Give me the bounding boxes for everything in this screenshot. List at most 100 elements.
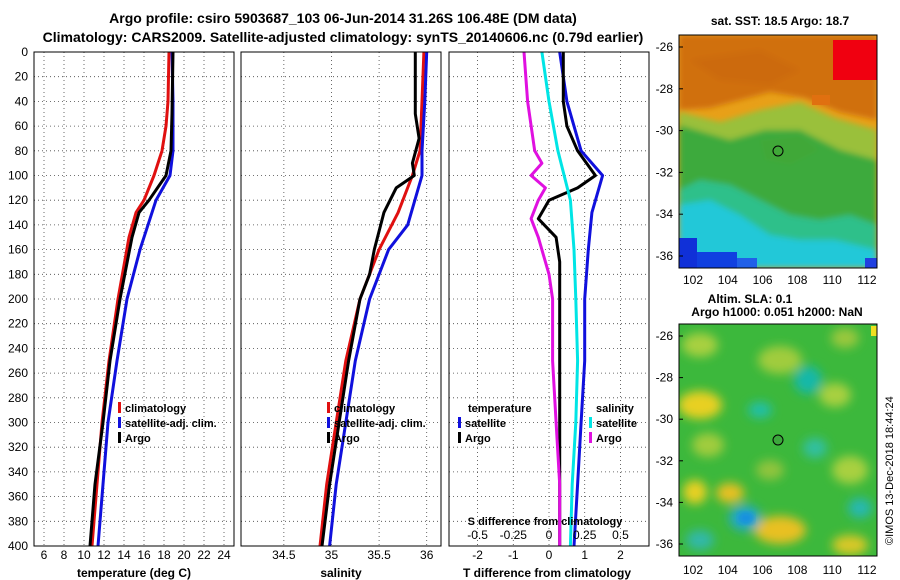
depth-tick-label: 380: [8, 514, 28, 528]
difference-grid: [449, 51, 649, 547]
lon-tick-label: 108: [787, 563, 807, 577]
legend-swatch-argo: [327, 432, 330, 443]
depth-tick-label: 120: [8, 193, 28, 207]
sla-map-frame: [678, 323, 878, 557]
difference-lines: [522, 51, 605, 547]
lat-tick-label: -36: [656, 537, 674, 551]
sla-map: [679, 324, 877, 556]
legend-swatch-argo: [118, 432, 121, 443]
sst-map-frame: [678, 34, 878, 269]
legend-label-s-satellite: satellite: [596, 418, 637, 430]
x-tick-label: 8: [61, 548, 68, 562]
sst-lat-ticks: -26 -28 -30 -32 -34 -36: [656, 40, 683, 263]
temperature-frame: [33, 51, 235, 547]
lat-tick-label: -26: [656, 329, 674, 343]
temperature-panel: 6 8 10 12 14 16 18 20 22 24 temperature (deg C) c…: [33, 51, 235, 580]
x-tick-label: -1: [508, 548, 519, 562]
lat-tick-label: -28: [656, 371, 674, 385]
sst-cold-patch: [679, 238, 697, 268]
x-tick-label: 10: [77, 548, 91, 562]
lon-tick-label: 106: [753, 563, 773, 577]
x-tick-label: 35: [325, 548, 339, 562]
salinity-lines: [318, 51, 429, 547]
imos-credit: ©IMOS 13-Dec-2018 18:44:24: [884, 396, 896, 545]
depth-tick-label: 180: [8, 267, 28, 281]
series-line-salinity-satellite: [540, 51, 580, 547]
depth-tick-label: 300: [8, 416, 28, 430]
legend-swatch-t-argo: [458, 432, 461, 443]
x-tick-label: 16: [137, 548, 151, 562]
series-line-argo: [320, 52, 421, 547]
lat-tick-label: -32: [656, 454, 674, 468]
depth-tick-label: 360: [8, 490, 28, 504]
depth-tick-label: 320: [8, 440, 28, 454]
x-tick-label: 36: [420, 548, 434, 562]
lon-tick-label: 102: [683, 563, 703, 577]
depth-tick-label: 40: [15, 94, 29, 108]
series-line-satellite-adj-clim-: [328, 51, 429, 547]
difference-x-ticks: -2 -1 0 1 2: [472, 548, 624, 562]
sst-map-title: sat. SST: 18.5 Argo: 18.7: [711, 14, 850, 28]
lat-tick-label: -36: [656, 249, 674, 263]
s-diff-tick-label: 0.5: [612, 528, 629, 542]
lon-tick-label: 110: [823, 563, 842, 577]
x-tick-label: -2: [472, 548, 483, 562]
x-tick-label: 34.5: [272, 548, 296, 562]
depth-tick-label: 400: [8, 539, 28, 553]
depth-tick-label: 160: [8, 243, 28, 257]
s-difference-ticks: -0.5 -0.25 0 0.25 0.5: [467, 528, 629, 542]
lon-tick-label: 106: [753, 273, 773, 287]
series-line-argo: [88, 51, 175, 547]
depth-tick-label: 0: [21, 45, 28, 59]
salinity-panel: 34.5 35 35.5 36 salinity climatology satell…: [240, 51, 442, 580]
temperature-axis-label: temperature (deg C): [77, 566, 191, 580]
legend-label-climatology: climatology: [334, 403, 396, 415]
sla-map-title-1: Altim. SLA: 0.1: [708, 292, 793, 306]
depth-tick-label: 280: [8, 391, 28, 405]
lat-tick-label: -30: [656, 412, 674, 426]
legend-swatch-climatology: [327, 402, 330, 413]
x-tick-label: 6: [41, 548, 48, 562]
lon-tick-label: 110: [823, 273, 842, 287]
lon-tick-label: 112: [857, 563, 876, 577]
legend-label-climatology: climatology: [125, 403, 187, 415]
difference-frame: [448, 51, 650, 547]
lat-tick-label: -32: [656, 165, 674, 179]
series-line-temperature-argo: [536, 52, 597, 546]
x-tick-label: 24: [217, 548, 231, 562]
sst-warm-patch: [833, 40, 877, 80]
temperature-grid: [34, 51, 234, 547]
s-difference-axis-label: S difference from climatology: [468, 516, 624, 528]
x-tick-label: 14: [117, 548, 131, 562]
depth-tick-label: 80: [15, 144, 29, 158]
sla-lon-ticks: 102 104 106 108 110 112: [683, 563, 877, 577]
legend-swatch-s-satellite: [589, 417, 592, 428]
lat-tick-label: -34: [656, 207, 674, 221]
lon-tick-label: 104: [718, 563, 738, 577]
depth-tick-label: 140: [8, 218, 28, 232]
temperature-lines: [88, 51, 175, 547]
x-tick-label: 1: [581, 548, 588, 562]
series-line-temperature-satellite: [558, 51, 605, 547]
x-tick-label: 20: [177, 548, 191, 562]
legend-swatch-satellite: [327, 417, 330, 428]
legend-label-argo: Argo: [334, 433, 360, 445]
depth-tick-label: 200: [8, 292, 28, 306]
depth-tick-label: 220: [8, 317, 28, 331]
title-line-1: Argo profile: csiro 5903687_103 06-Jun-2…: [109, 10, 577, 26]
argo-position-marker-sla: [772, 434, 784, 446]
legend-label-satellite: satellite-adj. clim.: [125, 418, 217, 430]
lat-tick-label: -28: [656, 82, 674, 96]
temperature-x-ticks: 6 8 10 12 14 16 18 20 22 24: [41, 548, 231, 562]
s-diff-tick-label: -0.25: [500, 528, 528, 542]
depth-tick-label: 100: [8, 169, 28, 183]
x-tick-label: 35.5: [367, 548, 391, 562]
lon-tick-label: 108: [787, 273, 807, 287]
depth-axis-labels: 0 20 40 60 80 100 120 140 160 180 200 220 240 260 280 3…: [8, 45, 28, 553]
depth-tick-label: 60: [15, 119, 29, 133]
x-tick-label: 18: [157, 548, 171, 562]
series-line-satellite-adj-clim-: [96, 51, 175, 547]
lon-tick-label: 104: [718, 273, 738, 287]
series-line-salinity-argo: [522, 51, 562, 546]
